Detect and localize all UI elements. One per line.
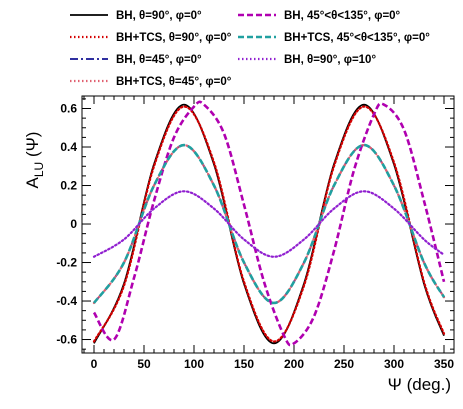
series-line-0: [93, 103, 445, 345]
series-line-1: [92, 105, 446, 343]
series-line-2: [93, 144, 445, 304]
x-tick-label: 250: [334, 357, 354, 371]
y-tick-label: -0.6: [56, 333, 77, 347]
x-tick-label: 50: [137, 357, 151, 371]
legend: BH, θ=90°, φ=0° BH+TCS, θ=90°, φ=0° BH, θ=…: [70, 10, 430, 88]
x-tick-label: 200: [284, 357, 304, 371]
legend-label-1: BH+TCS, θ=90°, φ=0°: [116, 32, 232, 44]
series-line-5: [92, 143, 446, 305]
y-tick-label: -0.4: [56, 294, 77, 308]
x-tick-label: 0: [91, 357, 98, 371]
y-tick-label: -0.2: [56, 256, 77, 270]
y-tick-label: 0: [70, 217, 77, 231]
legend-label-2: BH, θ=45°, φ=0°: [116, 54, 202, 66]
legend-label-5: BH+TCS, 45°<θ<135°, φ=0°: [284, 32, 430, 44]
y-tick-label: 0.2: [60, 179, 77, 193]
x-tick-label: 100: [184, 357, 204, 371]
axis-ticks: 0 50 100 150 200 250 300 350 -0.6 -0.4 -0.2 0 0.2 0.4…: [56, 96, 455, 371]
legend-label-6: BH, θ=90°, φ=10°: [284, 54, 376, 66]
y-axis-title-suffix: (Ψ): [23, 132, 42, 162]
series-line-4: [92, 100, 446, 347]
x-tick-label: 150: [234, 357, 254, 371]
legend-label-3: BH+TCS, θ=45°, φ=0°: [116, 76, 232, 88]
series-line-3: [92, 143, 446, 305]
y-axis-title-main: A: [23, 176, 42, 188]
series-layer: [92, 100, 446, 347]
legend-label-0: BH, θ=90°, φ=0°: [116, 10, 202, 22]
legend-label-4: BH, 45°<θ<135°, φ=0°: [284, 10, 401, 22]
y-tick-label: 0.6: [60, 102, 77, 116]
x-tick-label: 300: [384, 357, 404, 371]
y-axis-title: ALU (Ψ): [23, 132, 46, 189]
y-tick-label: 0.4: [60, 140, 77, 154]
x-axis-title: Ψ (deg.): [388, 375, 451, 394]
x-tick-label: 350: [434, 357, 454, 371]
series-line-6: [92, 190, 446, 258]
y-axis-title-sub: LU: [32, 162, 46, 177]
